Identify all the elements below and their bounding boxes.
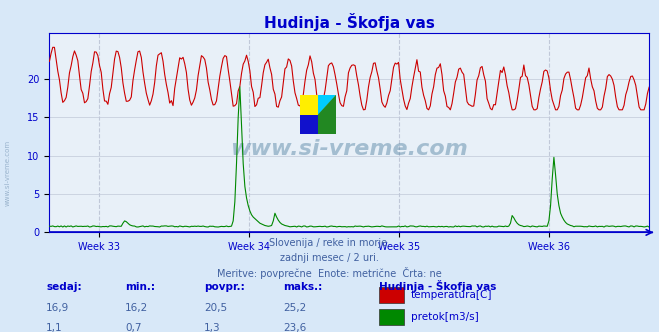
Text: 0,7: 0,7	[125, 323, 142, 332]
Title: Hudinja - Škofja vas: Hudinja - Škofja vas	[264, 13, 435, 31]
Text: 25,2: 25,2	[283, 303, 306, 313]
Text: Slovenija / reke in morje.: Slovenija / reke in morje.	[269, 238, 390, 248]
Text: sedaj:: sedaj:	[46, 282, 82, 292]
Text: maks.:: maks.:	[283, 282, 323, 292]
Text: povpr.:: povpr.:	[204, 282, 245, 292]
Polygon shape	[300, 95, 318, 115]
Polygon shape	[318, 95, 336, 115]
Bar	[379, 287, 404, 303]
Text: 1,1: 1,1	[46, 323, 63, 332]
Text: 16,2: 16,2	[125, 303, 148, 313]
Text: pretok[m3/s]: pretok[m3/s]	[411, 312, 478, 322]
Text: 16,9: 16,9	[46, 303, 69, 313]
Polygon shape	[318, 95, 336, 134]
Text: 20,5: 20,5	[204, 303, 227, 313]
Text: 1,3: 1,3	[204, 323, 221, 332]
Polygon shape	[300, 115, 318, 134]
Text: www.si-vreme.com: www.si-vreme.com	[231, 139, 468, 159]
Text: Meritve: povprečne  Enote: metrične  Črta: ne: Meritve: povprečne Enote: metrične Črta:…	[217, 267, 442, 279]
Text: min.:: min.:	[125, 282, 156, 292]
Text: temperatura[C]: temperatura[C]	[411, 290, 492, 300]
Text: zadnji mesec / 2 uri.: zadnji mesec / 2 uri.	[280, 253, 379, 263]
Bar	[379, 309, 404, 325]
Text: 23,6: 23,6	[283, 323, 306, 332]
Text: Hudinja - Škofja vas: Hudinja - Škofja vas	[379, 280, 496, 292]
Text: www.si-vreme.com: www.si-vreme.com	[4, 139, 11, 206]
